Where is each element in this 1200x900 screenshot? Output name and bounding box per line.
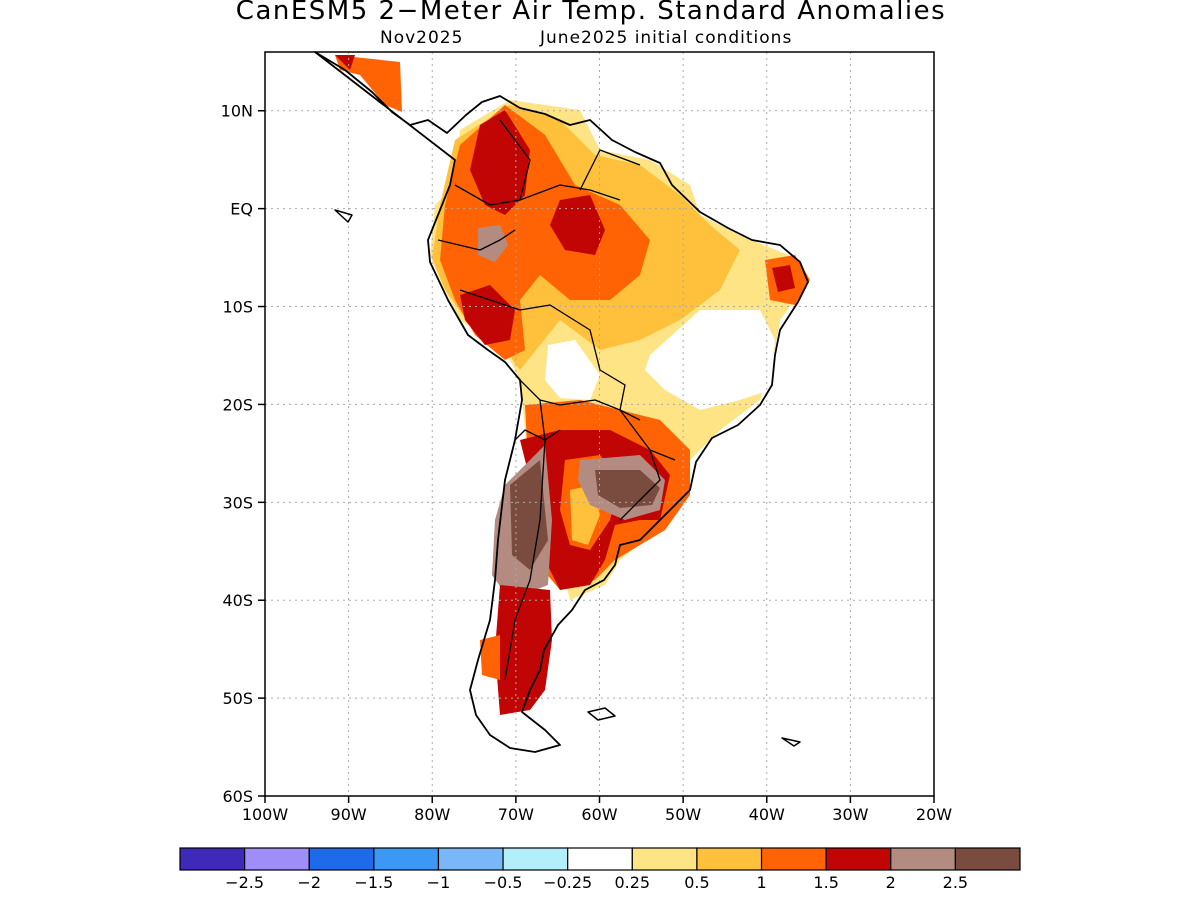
- shade-central-america: [335, 55, 402, 112]
- graticule: [265, 52, 934, 796]
- lat-tick-label: EQ: [230, 200, 253, 219]
- lat-tick-label: 10S: [222, 298, 253, 317]
- latitude-axis: 10N EQ 10S 20S 30S 40S 50S 60S: [221, 102, 265, 806]
- lat-tick-label: 20S: [222, 395, 253, 414]
- lon-tick-label: 90W: [331, 805, 367, 824]
- colorbar-tick-label: 1: [756, 873, 766, 892]
- shade-red-1: [470, 110, 530, 215]
- shade-patagonia-red: [495, 585, 552, 715]
- colorbar-tick-label: −0.5: [484, 873, 523, 892]
- coastline: [314, 51, 809, 753]
- lon-tick-label: 30W: [832, 805, 868, 824]
- colorbar-swatch: [631, 847, 698, 871]
- colorbar-swatch: [954, 847, 1021, 871]
- colorbar-tick-label: 0.25: [614, 873, 650, 892]
- colorbar-swatch: [373, 847, 440, 871]
- map-title: CanESM5 2−Meter Air Temp. Standard Anoma…: [235, 0, 947, 26]
- shade-red-3: [460, 285, 515, 345]
- longitude-axis: 100W 90W 80W 70W 60W 50W 40W 30W 20W: [242, 796, 952, 824]
- colorbar-tick-label: 0.5: [684, 873, 709, 892]
- lon-tick-label: 100W: [242, 805, 289, 824]
- lat-tick-label: 60S: [222, 787, 253, 806]
- lon-tick-label: 50W: [665, 805, 701, 824]
- lon-tick-label: 60W: [581, 805, 617, 824]
- colorbar-tick-label: −0.25: [543, 873, 592, 892]
- colorbar-swatch: [502, 847, 569, 871]
- initial-conditions-label: June2025 initial conditions: [540, 28, 793, 48]
- lon-tick-label: 70W: [498, 805, 534, 824]
- colorbar-swatch: [179, 847, 246, 871]
- lon-tick-label: 40W: [749, 805, 785, 824]
- colorbar-swatch: [567, 847, 633, 871]
- colorbar-swatch: [244, 847, 310, 871]
- shade-red-2: [550, 195, 605, 255]
- colorbar-tick-label: 2: [886, 873, 896, 892]
- lat-tick-label: 50S: [222, 689, 253, 708]
- colorbar-tick-label: −1: [427, 873, 451, 892]
- colorbar-swatch: [825, 847, 892, 871]
- shade-white-central: [645, 310, 775, 410]
- lat-tick-label: 30S: [222, 493, 253, 512]
- colorbar-tick-label: −2: [297, 873, 321, 892]
- colorbar-swatch: [890, 847, 956, 871]
- lon-tick-label: 20W: [916, 805, 952, 824]
- shade-white-bolivia: [545, 340, 600, 400]
- colorbar-swatch: [760, 847, 827, 871]
- colorbar-tick-label: 1.5: [813, 873, 838, 892]
- colorbar-swatch: [696, 847, 763, 871]
- shade-central-america-core: [335, 55, 355, 70]
- colorbar-tick-label: −2.5: [225, 873, 264, 892]
- colorbar-tick-label: −1.5: [354, 873, 393, 892]
- lat-tick-label: 40S: [222, 591, 253, 610]
- lat-tick-label: 10N: [221, 102, 253, 121]
- lon-tick-label: 80W: [414, 805, 450, 824]
- colorbar-tick-label: 2.5: [943, 873, 968, 892]
- colorbar-swatch: [437, 847, 504, 871]
- shade-chile-darkbrown: [510, 460, 548, 570]
- shade-patagonia-orange: [480, 635, 500, 680]
- colorbar-swatch: [308, 847, 375, 871]
- anomaly-shading: [335, 55, 810, 715]
- shade-ne-red: [772, 265, 795, 292]
- colorbar: −2.5 −2 −1.5 −1 −0.5 −0.25 0.25 0.5 1 1.5 2 2.5: [179, 847, 1021, 892]
- valid-month-label: Nov2025: [380, 28, 464, 48]
- shade-darkbrown-uruguay: [595, 470, 660, 508]
